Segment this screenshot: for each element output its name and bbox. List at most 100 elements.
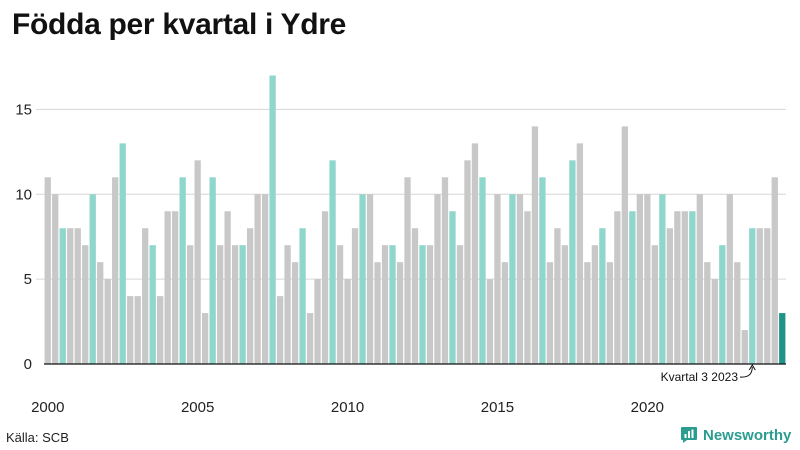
bar	[172, 211, 179, 364]
bar	[239, 245, 246, 364]
x-axis-tick-labels: 2000 2005 2010 2015 2020	[31, 399, 664, 416]
bar	[576, 143, 584, 364]
bar	[216, 245, 224, 364]
bar	[456, 245, 464, 364]
bar	[411, 228, 419, 364]
y-tick-label: 0	[24, 356, 32, 373]
bar	[396, 262, 404, 364]
bar	[651, 245, 658, 364]
x-tick-label: 2000	[31, 399, 64, 416]
bar	[494, 194, 501, 364]
bar	[764, 228, 771, 364]
source-label: Källa: SCB	[6, 430, 69, 445]
bar	[149, 245, 156, 364]
bar	[179, 177, 186, 364]
bar	[82, 245, 89, 364]
bar	[254, 194, 261, 364]
bar	[404, 177, 411, 364]
bar	[209, 177, 216, 364]
bar	[329, 160, 336, 364]
bar	[704, 262, 711, 364]
x-tick-label: 2010	[331, 399, 364, 416]
bar-latest-quarter	[779, 313, 786, 364]
annotation-label: Kvartal 3 2023	[661, 370, 739, 384]
bar	[711, 279, 718, 364]
bar	[336, 245, 344, 364]
bar	[666, 228, 673, 364]
bar	[659, 194, 666, 364]
bar	[569, 160, 576, 364]
bar	[284, 245, 291, 364]
bar	[621, 126, 629, 365]
annotation-arrow	[739, 366, 753, 378]
bar	[44, 177, 51, 364]
brand-name: Newsworthy	[703, 426, 792, 444]
bar	[486, 279, 494, 364]
bar	[321, 211, 329, 364]
x-tick-label: 2005	[181, 399, 214, 416]
bar	[381, 245, 389, 364]
bar	[359, 194, 366, 364]
bar	[741, 330, 748, 364]
bar	[554, 228, 561, 364]
bar	[261, 194, 269, 364]
bar	[719, 245, 726, 364]
bar	[771, 177, 778, 364]
bar	[134, 296, 141, 364]
bar	[696, 194, 703, 364]
bar	[734, 262, 741, 364]
bar	[276, 296, 284, 364]
bar	[614, 211, 621, 364]
bar	[269, 75, 276, 365]
bar	[89, 194, 96, 364]
bar	[201, 313, 209, 364]
bar	[471, 143, 479, 364]
bar	[426, 245, 434, 364]
bar	[674, 211, 681, 364]
newsworthy-logo-icon	[681, 427, 697, 443]
bars	[44, 75, 786, 365]
bar	[546, 262, 554, 364]
x-tick-label: 2020	[631, 399, 664, 416]
bar	[434, 194, 441, 364]
bar	[644, 194, 651, 364]
bar	[67, 228, 74, 364]
bar	[366, 194, 374, 364]
bar	[629, 211, 636, 364]
bar	[449, 211, 456, 364]
bar	[351, 228, 359, 364]
bar	[127, 296, 134, 364]
bar	[636, 194, 643, 364]
bar	[756, 228, 763, 364]
bar	[104, 279, 111, 364]
bar	[606, 262, 614, 364]
x-tick-label: 2015	[481, 399, 514, 416]
bar	[224, 211, 231, 364]
bar	[516, 194, 524, 364]
annotation: Kvartal 3 2023	[661, 364, 756, 384]
bar	[441, 177, 449, 364]
bar	[142, 228, 149, 364]
bar	[164, 211, 171, 364]
bar	[157, 296, 164, 364]
bar	[524, 211, 531, 364]
bar	[119, 143, 126, 364]
bar	[231, 245, 239, 364]
bar	[306, 313, 314, 364]
bar	[531, 126, 539, 365]
y-tick-label: 15	[15, 101, 32, 118]
bar	[509, 194, 516, 364]
bar	[374, 262, 381, 364]
bar	[419, 245, 426, 364]
annotation-arrowhead	[748, 364, 756, 371]
bar	[464, 160, 471, 364]
gridlines	[36, 108, 786, 280]
bar	[344, 279, 351, 364]
bar	[112, 177, 119, 364]
bar	[52, 194, 59, 364]
bar	[561, 245, 569, 364]
bar	[187, 245, 194, 364]
y-tick-label: 5	[24, 271, 32, 288]
bar	[681, 211, 688, 364]
